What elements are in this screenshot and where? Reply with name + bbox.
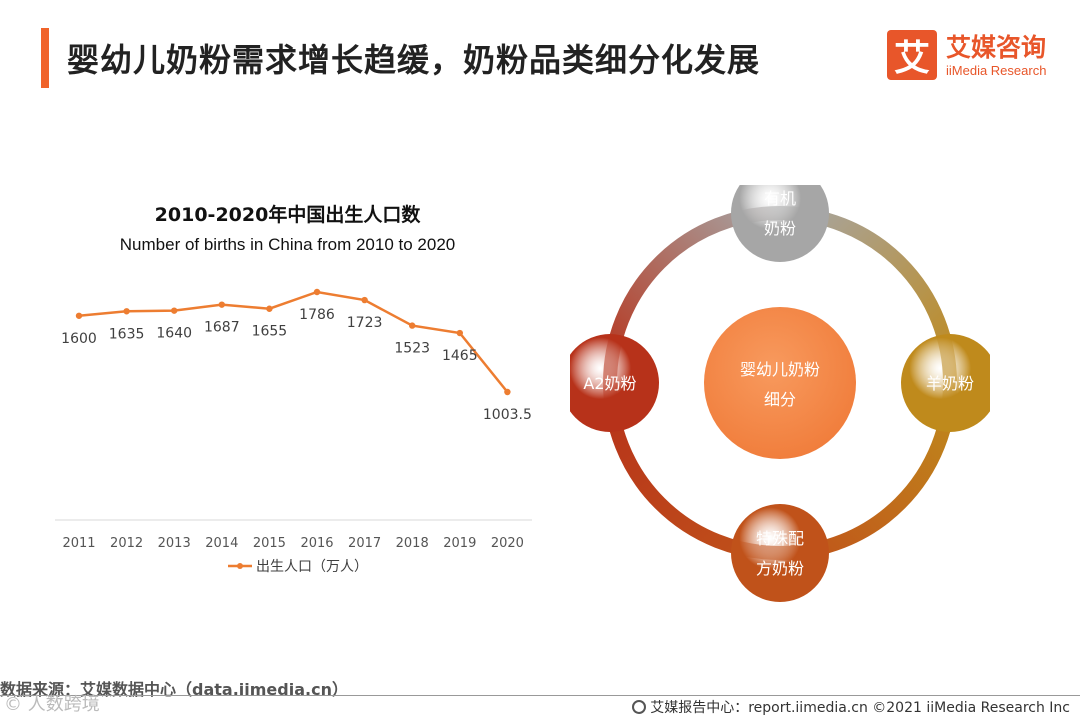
legend-label: 出生人口（万人） xyxy=(256,559,368,575)
center-circle xyxy=(704,307,856,459)
data-label: 1687 xyxy=(204,320,240,336)
footer-divider xyxy=(0,695,1080,696)
node-label-organic: 有机 xyxy=(764,189,796,208)
node-label-organic: 奶粉 xyxy=(764,219,796,238)
center-label: 细分 xyxy=(764,390,796,409)
x-tick-label: 2014 xyxy=(205,536,238,551)
data-point xyxy=(75,312,83,319)
data-point xyxy=(218,301,225,308)
node-organic xyxy=(731,185,829,262)
data-point xyxy=(266,305,273,312)
node-special xyxy=(731,504,829,602)
data-point xyxy=(313,288,321,296)
series-line xyxy=(78,290,509,393)
x-tick-label: 2019 xyxy=(443,536,476,551)
x-tick-label: 2016 xyxy=(300,536,333,551)
data-source: 数据来源：艾媒数据中心（data.iimedia.cn） xyxy=(0,680,348,699)
x-tick-label: 2020 xyxy=(491,536,524,551)
chart-title: 2010-2020年中国出生人口数 xyxy=(154,204,421,226)
x-tick-label: 2017 xyxy=(348,536,381,551)
x-tick-label: 2011 xyxy=(62,536,95,551)
x-tick-label: 2018 xyxy=(396,536,429,551)
node-goat xyxy=(901,334,990,432)
x-tick-label: 2013 xyxy=(158,536,191,551)
data-label: 1003.5 xyxy=(483,407,532,423)
data-point xyxy=(361,296,368,304)
center-label: 婴幼儿奶粉 xyxy=(740,360,820,379)
node-label-goat: 羊奶粉 xyxy=(926,374,974,393)
logo-text-cn: 艾媒咨询 xyxy=(946,33,1047,62)
logo-text-en: iiMedia Research xyxy=(946,63,1047,78)
footer-credit: 艾媒报告中心：report.iimedia.cn ©2021 iiMedia R… xyxy=(632,697,1070,717)
data-label: 1723 xyxy=(347,315,383,331)
title-accent-bar xyxy=(41,28,49,88)
logo-icon: 艾 xyxy=(887,30,937,80)
node-label-special: 特殊配 xyxy=(756,529,804,548)
births-line-chart: 1600 1635 1640 1687 1655 1786 1723 1523 1465 1003… xyxy=(55,288,532,575)
x-tick-label: 2012 xyxy=(110,536,143,551)
data-point xyxy=(123,308,130,315)
data-point xyxy=(456,329,463,337)
data-label: 1635 xyxy=(109,326,145,342)
node-a2 xyxy=(570,334,659,432)
data-label: 1465 xyxy=(442,348,478,364)
data-point xyxy=(171,307,178,314)
data-label: 1655 xyxy=(252,324,288,340)
data-point xyxy=(504,388,511,396)
data-label: 1786 xyxy=(299,307,335,323)
globe-icon xyxy=(632,700,647,714)
watermark: © 人数跨境 xyxy=(4,694,100,715)
data-label: 1523 xyxy=(394,341,430,357)
node-label-special: 方奶粉 xyxy=(756,559,804,578)
footer-credit-text: 艾媒报告中心：report.iimedia.cn ©2021 iiMedia R… xyxy=(650,700,1070,716)
node-label-a2: A2奶粉 xyxy=(583,374,636,393)
data-point xyxy=(409,322,416,329)
data-label: 1600 xyxy=(61,331,97,347)
chart-subtitle: Number of births in China from 2010 to 2… xyxy=(119,235,456,254)
x-tick-label: 2015 xyxy=(253,536,286,551)
data-label: 1640 xyxy=(156,326,192,342)
legend-marker xyxy=(237,563,243,569)
page-title: 婴幼儿奶粉需求增长趋缓，奶粉品类细分化发展 xyxy=(67,41,761,79)
